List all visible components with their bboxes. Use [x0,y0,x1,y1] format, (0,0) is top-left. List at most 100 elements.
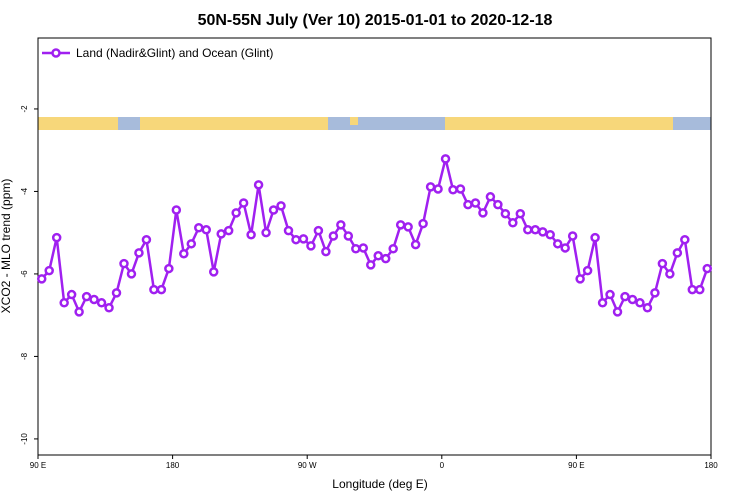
point [373,251,383,261]
land-band [350,117,358,125]
point [620,291,630,302]
point [89,294,99,305]
point [485,192,496,202]
land-band [38,117,118,130]
point [388,244,398,254]
point [268,205,279,215]
point [149,284,159,295]
point [81,291,92,302]
point [336,220,346,230]
point [665,269,675,279]
legend-marker [51,48,61,58]
point [612,307,623,317]
point [433,184,443,194]
land-band [140,117,328,130]
point [597,298,608,308]
point [283,225,294,236]
point [44,265,54,276]
point [657,258,668,269]
point [231,208,241,218]
point [179,248,189,259]
point [440,154,451,164]
point [380,253,391,264]
point [575,274,585,284]
point [567,231,578,241]
point [216,229,226,239]
x-tick-label: 90 E [30,461,46,470]
point [425,182,436,192]
point [500,208,511,219]
y-tick-label: -8 [20,352,29,360]
point [642,303,653,313]
point [313,225,324,236]
point [194,222,204,233]
point [627,294,638,305]
point [455,184,466,194]
point [523,225,533,235]
point [51,232,62,243]
x-axis-label: Longitude (deg E) [332,477,427,491]
y-tick-label: -6 [20,270,29,278]
x-tick-label: 90 E [568,461,584,470]
point [343,231,354,241]
land-ocean-band [38,117,711,130]
point [156,284,167,295]
point [582,265,593,276]
point [366,260,376,270]
x-tick-label: 0 [440,461,445,470]
point [635,298,645,308]
point [74,307,84,317]
point [448,185,458,195]
y-tick-label: -4 [20,187,29,195]
point [238,198,249,208]
legend-label: Land (Nadir&Glint) and Ocean (Glint) [76,46,273,60]
point [552,239,563,249]
point [403,222,413,232]
plot-frame [37,37,712,456]
point [59,298,69,308]
point [298,234,309,244]
point [605,289,615,300]
point [104,303,114,313]
point [141,234,152,245]
point [291,234,301,245]
point [134,248,144,258]
point [246,229,256,240]
point [538,227,548,237]
land-band [445,117,673,130]
point [126,269,137,279]
y-tick-label: -2 [20,105,29,113]
chart-title: 50N-55N July (Ver 10) 2015-01-01 to 2020… [198,12,553,29]
point [111,288,122,298]
y-axis-label: XCO2 - MLO trend (ppm) [0,179,13,314]
point [508,218,518,228]
point [418,218,428,229]
point [463,199,473,210]
point [261,227,271,238]
point [410,239,421,250]
point [530,225,541,235]
point [695,284,705,295]
point [672,248,683,258]
point [590,232,600,243]
point [702,263,713,274]
point [201,225,211,235]
point [493,199,503,210]
point [306,241,316,251]
point [560,243,570,253]
point [478,208,488,218]
point [119,258,129,269]
point [680,234,690,245]
point [223,225,234,236]
point [36,274,47,284]
point [186,239,197,249]
x-tick-label: 180 [166,461,180,470]
point [395,220,406,230]
point [164,263,174,274]
point [515,208,526,219]
point [253,180,264,190]
point [687,284,698,295]
point [358,243,369,253]
point [208,267,219,277]
